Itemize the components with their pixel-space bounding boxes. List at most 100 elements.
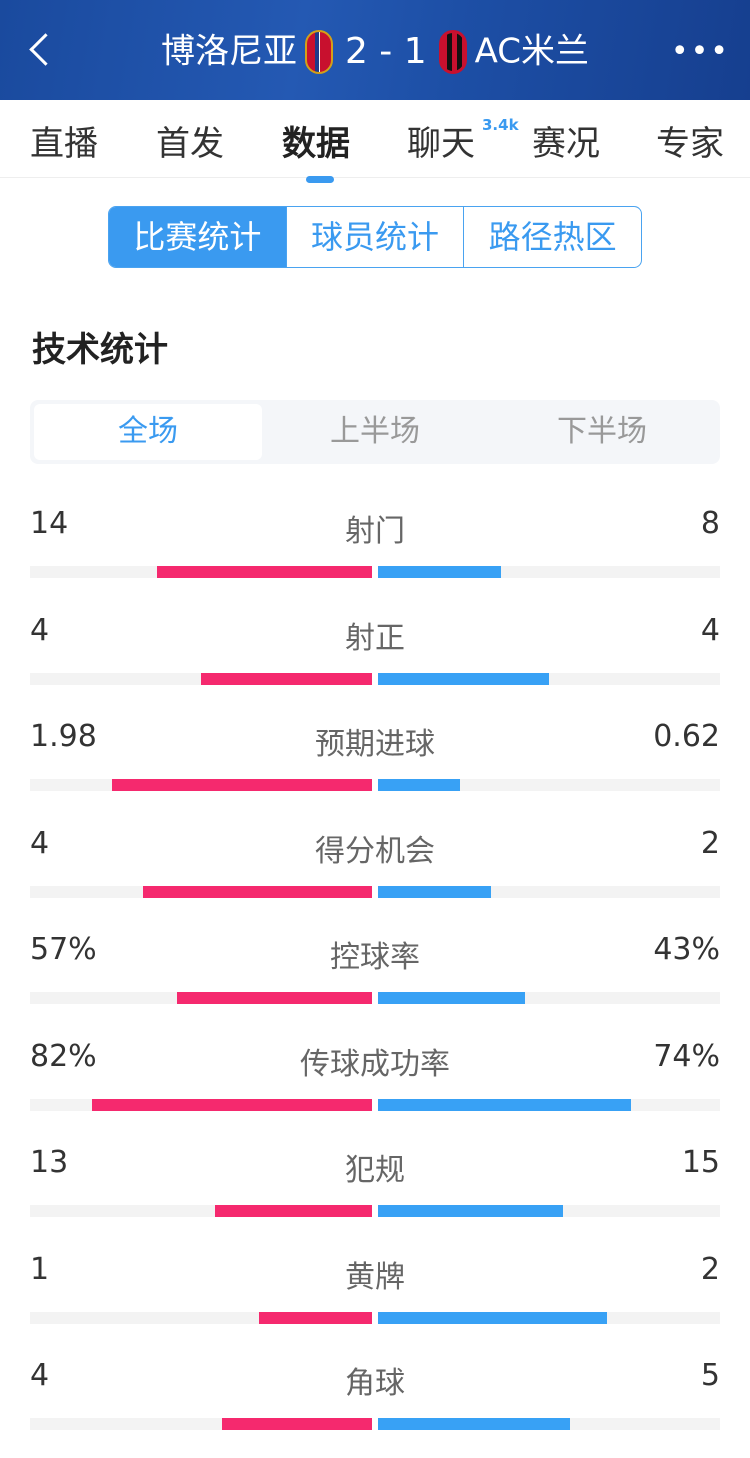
tab-experts[interactable]: 专家: [656, 116, 724, 165]
stat-row: 82% 传球成功率 74%: [0, 1039, 750, 1139]
away-bar: [378, 1098, 632, 1111]
away-bar-track: [378, 779, 720, 791]
tab-label: 专家: [656, 124, 724, 164]
away-bar-track: [378, 566, 720, 578]
chat-count-badge: 3.4k: [482, 116, 519, 134]
away-bar: [378, 1418, 570, 1430]
home-bar: [112, 779, 372, 791]
segment-player-stats[interactable]: 球员统计: [285, 207, 464, 267]
home-bar-track: [30, 566, 372, 578]
away-bar-track: [378, 672, 720, 685]
home-value: 4: [30, 825, 50, 861]
home-value: 82%: [30, 1038, 97, 1074]
stat-row: 4 得分机会 2: [0, 826, 750, 926]
home-bar-track: [30, 992, 372, 1004]
stat-label: 黄牌: [345, 1259, 405, 1295]
home-value: 1: [30, 1251, 50, 1287]
home-bar: [221, 1418, 372, 1430]
home-value: 14: [30, 506, 69, 541]
away-bar: [378, 566, 502, 578]
tab-lineup[interactable]: 首发: [156, 116, 224, 165]
stat-row: 1 黄牌 2: [0, 1252, 750, 1352]
home-bar-track: [30, 779, 372, 791]
more-dots-icon[interactable]: •••: [670, 34, 730, 69]
active-tab-indicator: [306, 176, 334, 183]
away-bar-track: [378, 992, 720, 1004]
home-value: 57%: [30, 932, 97, 967]
bologna-crest-icon: [304, 29, 333, 74]
home-value: 4: [30, 612, 50, 648]
period-tabs: 全场 上半场 下半场: [30, 400, 720, 464]
home-bar: [177, 992, 372, 1004]
stat-row: 14 射门 8: [0, 506, 750, 606]
away-bar-track: [378, 1418, 720, 1430]
home-bar-track: [30, 1205, 372, 1217]
home-value: 1.98: [30, 719, 97, 754]
home-bar-track: [30, 885, 372, 898]
home-bar-track: [30, 1311, 372, 1324]
stat-row: 4 角球 5: [0, 1358, 750, 1458]
away-value: 74%: [653, 1038, 720, 1074]
tab-label: 直播: [30, 124, 98, 164]
tab-label: 首发: [156, 124, 224, 164]
away-bar: [378, 1311, 608, 1324]
match-title: 博洛尼亚 2 - 1 AC米兰: [0, 26, 750, 76]
tab-live[interactable]: 直播: [30, 116, 98, 165]
away-value: 15: [681, 1145, 720, 1180]
stat-label: 得分机会: [315, 833, 435, 869]
tab-match-events[interactable]: 赛况: [532, 116, 600, 165]
away-bar-track: [378, 1205, 720, 1217]
home-team-name: 博洛尼亚: [160, 31, 297, 72]
home-bar-track: [30, 672, 372, 685]
stat-label: 射门: [345, 514, 405, 549]
home-bar: [142, 885, 372, 898]
home-bar-track: [30, 1418, 372, 1430]
section-title: 技术统计: [32, 330, 168, 370]
away-bar: [378, 992, 526, 1004]
away-bar-track: [378, 885, 720, 898]
stat-label: 角球: [345, 1366, 405, 1401]
away-value: 2: [700, 1251, 720, 1287]
away-bar: [378, 885, 491, 898]
away-team-name: AC米兰: [474, 31, 590, 72]
ac-milan-crest-icon: [438, 29, 467, 74]
nav-tabs: 直播 首发 数据 聊天 3.4k 赛况 专家: [0, 100, 750, 183]
stat-label: 控球率: [330, 940, 420, 975]
stat-label: 传球成功率: [300, 1046, 450, 1082]
period-first-half[interactable]: 上半场: [330, 414, 420, 449]
stat-label: 预期进球: [315, 727, 435, 762]
home-bar: [259, 1311, 372, 1324]
home-bar: [156, 566, 372, 578]
stat-row: 57% 控球率 43%: [0, 932, 750, 1032]
segment-heatmap[interactable]: 路径热区: [463, 207, 641, 267]
stat-row: 13 犯规 15: [0, 1145, 750, 1245]
away-bar: [378, 672, 549, 685]
match-header: 博洛尼亚 2 - 1 AC米兰 •••: [0, 0, 750, 100]
stat-label: 射正: [345, 620, 405, 656]
home-bar: [214, 1205, 372, 1217]
away-value: 8: [700, 506, 720, 541]
home-value: 4: [30, 1358, 50, 1393]
home-bar: [91, 1098, 372, 1111]
period-full[interactable]: 全场: [34, 404, 262, 460]
tab-data[interactable]: 数据: [282, 116, 350, 183]
period-second-half[interactable]: 下半场: [557, 414, 647, 449]
away-value: 0.62: [653, 719, 720, 754]
away-bar-track: [378, 1311, 720, 1324]
tab-label: 赛况: [532, 124, 600, 164]
stat-row: 1.98 预期进球 0.62: [0, 719, 750, 819]
stat-label: 犯规: [345, 1153, 405, 1188]
stat-row: 4 射正 4: [0, 613, 750, 713]
away-value: 5: [700, 1358, 720, 1393]
tab-label: 数据: [282, 124, 350, 164]
home-bar-track: [30, 1098, 372, 1111]
tab-label: 聊天: [407, 124, 475, 164]
home-bar: [201, 672, 372, 685]
segment-match-stats[interactable]: 比赛统计: [109, 207, 286, 267]
score: 2 - 1: [344, 30, 427, 72]
stats-segment-control: 比赛统计 球员统计 路径热区: [108, 206, 642, 268]
away-bar: [378, 779, 461, 791]
home-value: 13: [30, 1145, 69, 1180]
away-value: 4: [700, 612, 720, 648]
tab-chat[interactable]: 聊天: [407, 116, 475, 165]
